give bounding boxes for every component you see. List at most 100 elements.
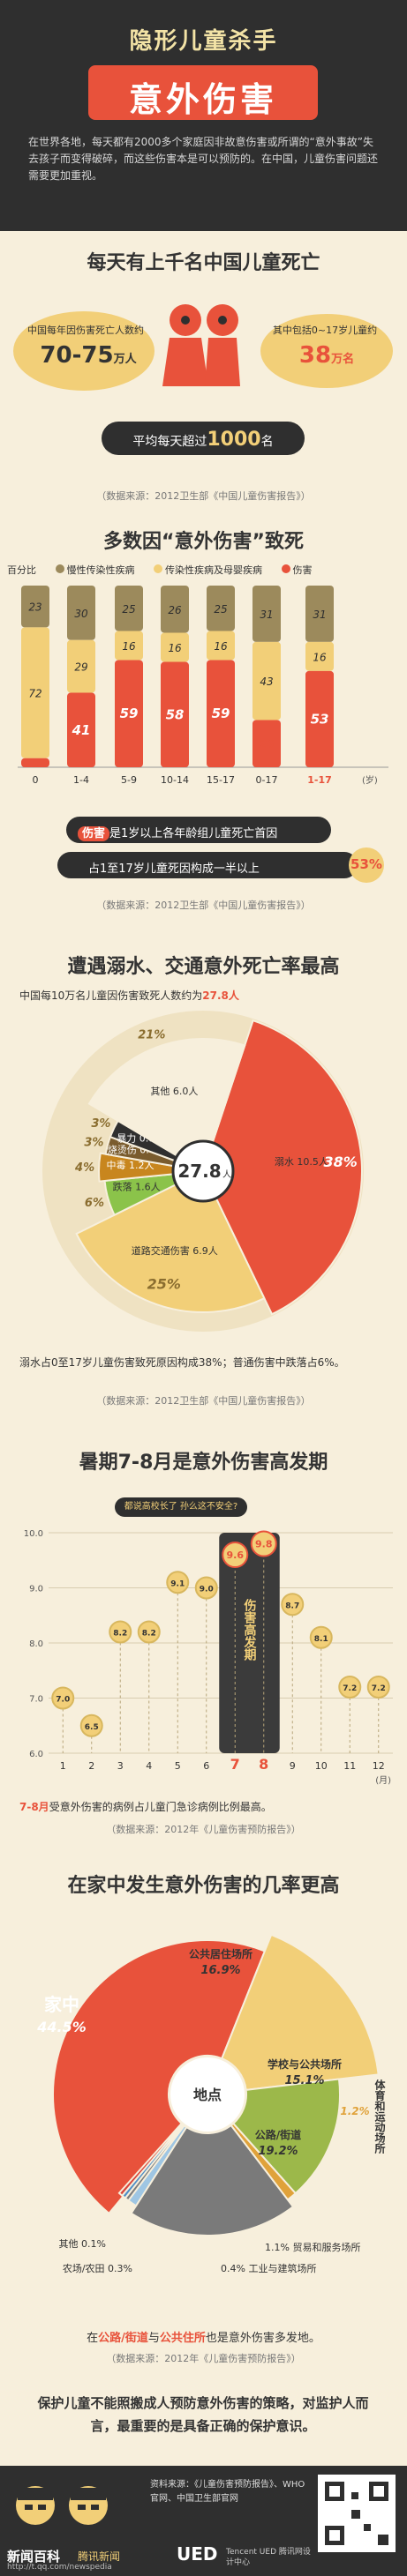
- slice-value: 44.5%: [36, 2019, 87, 2035]
- bar-segment: [21, 586, 49, 628]
- bar-segment: [115, 631, 143, 661]
- data-label: 6.5: [85, 1723, 99, 1732]
- bar-segment: [207, 631, 235, 661]
- x-tick-label: 6: [203, 1760, 209, 1772]
- pie-slice: [130, 2124, 295, 2236]
- data-label: 9.1: [170, 1579, 185, 1588]
- pie-slice: [52, 1939, 267, 2215]
- s5-title: 在家中发生意外伤害的几率更高: [67, 1875, 340, 1897]
- data-point: [79, 1714, 103, 1737]
- pie-center: [171, 1139, 235, 1203]
- data-point: [51, 1686, 75, 1710]
- x-tick-label: 5: [175, 1760, 181, 1772]
- bar-segment: [252, 641, 281, 721]
- slice-label: 体育和运动场所: [373, 2079, 386, 2154]
- x-tick-label: 3: [117, 1760, 124, 1772]
- s5-note-hl2: 公共住所: [159, 2332, 206, 2345]
- data-label: 7.2: [372, 1684, 386, 1693]
- pie-center-label: 地点: [193, 2087, 222, 2103]
- pie-slice: [117, 2122, 185, 2198]
- data-point: [366, 1676, 390, 1699]
- bar-value-label: 16: [214, 640, 228, 653]
- closing-text: 保护儿童不能照搬成人预防意外伤害的策略，对监护人而言，最重要的是具备正确的保护意…: [37, 2395, 369, 2434]
- x-tick-label: 12: [373, 1760, 385, 1772]
- slice-value: 19.2%: [258, 2145, 298, 2158]
- s4-source: （数据来源：2012年《儿童伤害预防报告》）: [106, 1824, 301, 1835]
- header: 隐形儿童杀手 意外伤害 在世界各地，每天都有2000多个家庭因非故意伤害或所谓的…: [0, 0, 407, 231]
- data-label: 9.6: [227, 1549, 245, 1561]
- legend-chronic: 慢性传染性疾病: [66, 564, 135, 576]
- daily-value: 1000: [207, 429, 261, 451]
- bar-value-label: 23: [28, 601, 41, 614]
- data-point: [109, 1620, 132, 1644]
- bar-value-label: 16: [168, 642, 182, 654]
- bar-value-label: 31: [313, 609, 326, 621]
- bar-segment: [67, 692, 95, 767]
- left-bubble: [13, 311, 155, 391]
- data-point: [222, 1542, 249, 1568]
- footer: 新闻百科 腾讯新闻 http://t.qq.com/newspedia 资料来源…: [0, 2466, 407, 2576]
- x-tick-label: 10: [315, 1760, 328, 1772]
- slice-percent: 21%: [138, 1029, 165, 1042]
- reporter-avatar-icon: [16, 2486, 55, 2525]
- x-tick-label: 8: [259, 1756, 268, 1773]
- bar-segment: [115, 586, 143, 631]
- pie-slice: [87, 1038, 246, 1173]
- bar-segment: [161, 632, 189, 662]
- slice-percent: 3%: [91, 1117, 110, 1131]
- x-tick-label: 0-17: [256, 774, 278, 786]
- pie-slice: [221, 1933, 380, 2091]
- slice-label: 0.4% 工业与建筑场所: [221, 2262, 316, 2274]
- legend-injury: 伤害: [292, 564, 313, 576]
- data-label: 8.1: [314, 1635, 328, 1644]
- x-tick-label: 9: [290, 1760, 296, 1772]
- right-unit: 万名: [331, 353, 355, 366]
- bar-value-label: 29: [74, 661, 87, 674]
- section-locations: 在家中发生意外伤害的几率更高 地点 家中 44.5% 公共居住场所 16.9% 学校与公共…: [0, 1852, 407, 2372]
- x-tick-label: 1: [60, 1760, 66, 1772]
- pie-slice: [201, 1019, 363, 1316]
- s4-title: 暑期7-8月是意外伤害高发期: [79, 1452, 328, 1474]
- bar-value-label: 43: [260, 676, 273, 688]
- bar-value-label: 53: [311, 711, 329, 727]
- s3-subtitle: 中国每10万名儿童因伤害致死人数约为27.8人: [19, 988, 239, 1003]
- data-label: 8.2: [113, 1630, 127, 1639]
- left-value-wrap: 70-75万人: [26, 342, 150, 369]
- bar-value-label: 59: [120, 706, 139, 721]
- x-tick-label: 1-17: [307, 774, 332, 786]
- s2-banners: [57, 817, 384, 883]
- pie-center-value: 27.8: [177, 1161, 221, 1182]
- s2-title: 多数因“意外伤害”致死: [103, 531, 304, 553]
- s2-source: （数据来源：2012卫生部《中国儿童伤害报告》）: [96, 900, 311, 911]
- y-tick-label: 8.0: [29, 1639, 43, 1649]
- x-tick-label: 2: [88, 1760, 94, 1772]
- section-causes: 多数因“意外伤害”致死 百分比 慢性传染性疾病 传染性疾病及母婴疾病 伤害 23…: [0, 520, 407, 926]
- title-main-box: 意外伤害: [88, 65, 318, 120]
- brand-url[interactable]: http://t.qq.com/newspedia: [7, 2563, 112, 2572]
- s1-source: （数据来源：2012卫生部《中国儿童伤害报告》）: [96, 490, 311, 502]
- left-label: 中国每年因伤害死亡人数约: [27, 325, 144, 336]
- intro-text: 在世界各地，每天都有2000多个家庭因非故意伤害或所谓的“意外事故”失去孩子而变…: [28, 136, 379, 182]
- legend-swatch-infectious: [154, 564, 162, 573]
- s5-note-p1: 在: [87, 2332, 99, 2345]
- x-tick-label: 7: [230, 1756, 240, 1773]
- right-value: 38: [298, 342, 332, 369]
- daily-label: 平均每天超过: [132, 435, 207, 449]
- slice-label: 溺水 10.5人: [275, 1156, 328, 1168]
- pie-center: [170, 2057, 245, 2132]
- y-tick-label: 6.0: [29, 1750, 43, 1759]
- legend-infectious: 传染性疾病及母婴疾病: [165, 564, 262, 576]
- daily-line: 平均每天超过1000名: [102, 429, 305, 451]
- x-unit-label: (月): [375, 1775, 391, 1786]
- data-label: 7.2: [343, 1684, 357, 1693]
- bar-segment: [161, 661, 189, 767]
- bar-segment: [21, 627, 49, 758]
- slice-label: 公共居住场所: [189, 1947, 252, 1960]
- bar-value-label: 30: [74, 608, 88, 620]
- s3-subtitle-value: 27.8人: [202, 989, 239, 1002]
- s3-note: 溺水占0至17岁儿童伤害致死原因构成38%；普通伤害中跌落占6%。: [19, 1356, 345, 1369]
- locations-pie: 地点 家中 44.5% 公共居住场所 16.9% 学校与公共场所 15.1% 体育和运动场所 1…: [36, 1933, 386, 2274]
- x-tick-label: 4: [146, 1760, 152, 1772]
- data-point: [338, 1676, 362, 1699]
- s5-note-p3: 也是意外伤害多发地。: [205, 2332, 320, 2345]
